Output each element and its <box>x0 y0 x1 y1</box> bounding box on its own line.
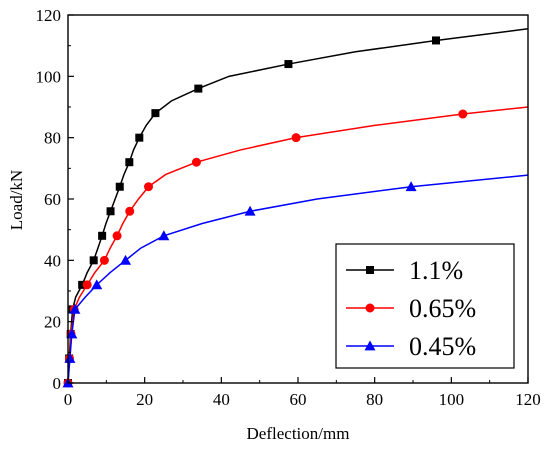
y-tick-label: 20 <box>44 313 61 332</box>
y-axis: 0 20 40 60 80 100 120 <box>36 6 74 393</box>
data-point-triangle <box>120 254 131 265</box>
data-point-circle <box>82 280 92 290</box>
y-tick-label: 0 <box>53 374 62 393</box>
data-point-square <box>98 231 107 240</box>
x-axis-title: Deflection/mm <box>247 424 350 443</box>
data-point-square <box>284 60 293 69</box>
data-point-circle <box>125 206 135 216</box>
x-tick-label: 120 <box>515 390 541 409</box>
x-tick-label: 60 <box>290 390 307 409</box>
data-point-square <box>151 109 160 118</box>
x-tick-label: 80 <box>366 390 383 409</box>
data-point-triangle <box>91 279 103 290</box>
data-point-square <box>125 158 134 167</box>
data-point-square <box>135 133 144 142</box>
legend-item: 1.1% <box>346 256 463 285</box>
data-point-circle <box>144 182 153 192</box>
data-point-circle <box>458 109 468 119</box>
x-tick-label: 40 <box>213 390 230 409</box>
data-point-square <box>432 36 440 45</box>
data-point-triangle <box>64 352 76 363</box>
data-point-circle <box>365 303 375 313</box>
series-3 <box>62 174 529 388</box>
x-axis: 0 20 40 60 80 100 120 <box>64 377 541 409</box>
data-point-square <box>78 280 87 289</box>
legend-label: 0.65% <box>409 294 476 323</box>
data-point-square <box>366 266 374 274</box>
data-point-square <box>194 84 203 93</box>
legend-label: 0.45% <box>409 332 476 361</box>
data-point-triangle <box>364 340 376 351</box>
x-tick-label: 100 <box>439 390 465 409</box>
legend-item: 0.45% <box>346 332 476 361</box>
data-point-circle <box>291 133 301 143</box>
legend-box <box>335 243 515 369</box>
x-tick-label: 0 <box>64 390 73 409</box>
data-point-circle <box>112 231 122 241</box>
data-point-square <box>115 182 124 191</box>
legend-item: 0.65% <box>346 294 476 323</box>
data-point-circle <box>99 255 109 265</box>
y-tick-label: 100 <box>36 67 62 86</box>
data-point-triangle <box>69 303 81 314</box>
x-tick-label: 20 <box>136 390 153 409</box>
y-tick-label: 60 <box>44 190 61 209</box>
y-axis-title: Load/kN <box>7 170 26 230</box>
data-point-square <box>106 207 115 216</box>
y-tick-label: 80 <box>44 129 61 148</box>
legend-label: 1.1% <box>409 256 463 285</box>
data-point-triangle <box>158 230 170 241</box>
legend: 1.1% 0.65% 0.45% <box>335 243 515 369</box>
y-tick-label: 40 <box>44 251 61 270</box>
plot-series <box>62 28 529 388</box>
data-point-triangle <box>244 205 256 216</box>
data-point-triangle <box>405 181 417 192</box>
y-tick-label: 120 <box>36 6 62 25</box>
data-point-triangle <box>66 328 78 339</box>
data-point-square <box>89 256 98 265</box>
data-point-circle <box>191 157 201 167</box>
